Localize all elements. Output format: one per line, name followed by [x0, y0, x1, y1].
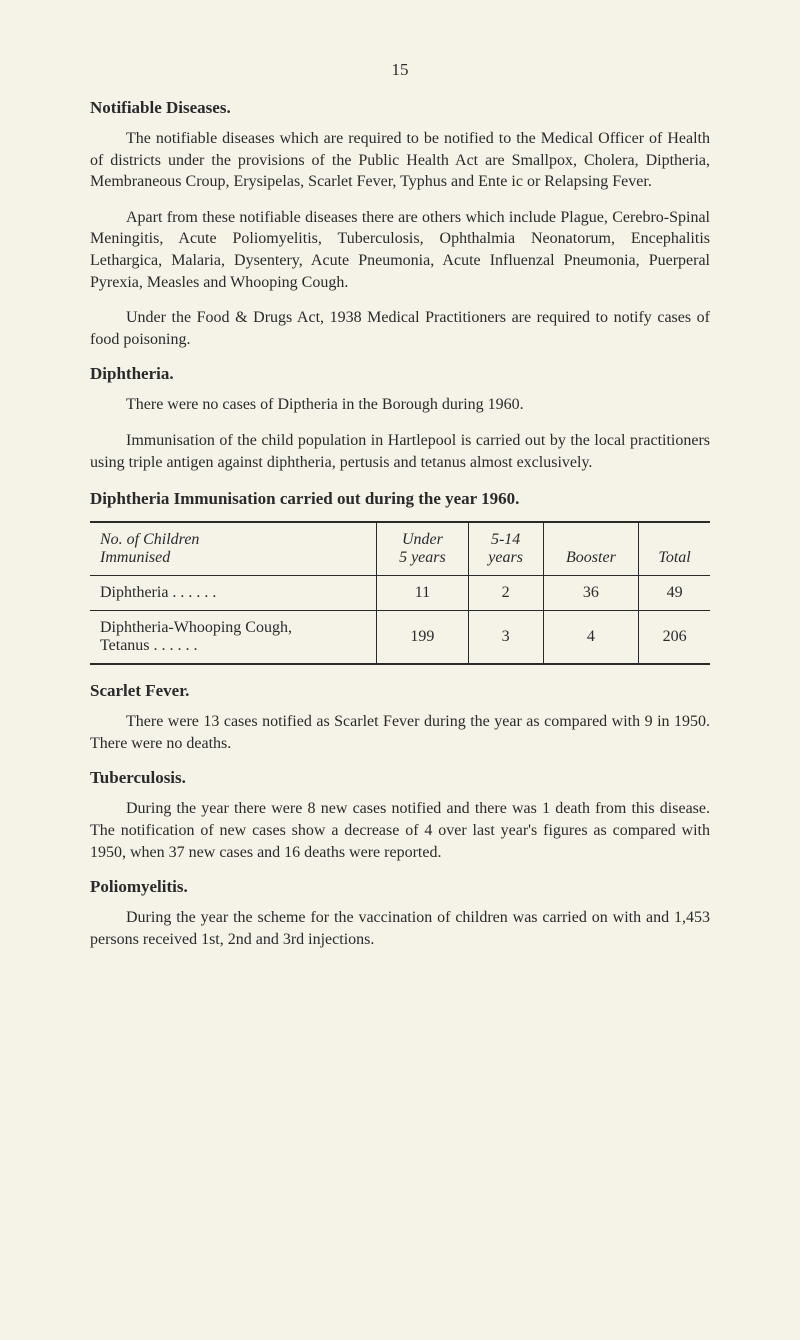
paragraph: There were no cases of Diptheria in the …: [90, 394, 710, 416]
page-number: 15: [90, 60, 710, 80]
header-text: years: [488, 549, 523, 566]
table-cell: 3: [468, 611, 543, 665]
document-page: 15 Notifiable Diseases. The notifiable d…: [0, 0, 800, 1340]
header-text: Immunised: [100, 549, 170, 566]
table-cell: Diphtheria-Whooping Cough, Tetanus . . .…: [90, 611, 377, 665]
header-text: Total: [658, 549, 690, 566]
paragraph: Under the Food & Drugs Act, 1938 Medical…: [90, 307, 710, 350]
heading-notifiable-diseases: Notifiable Diseases.: [90, 98, 710, 118]
header-text: Booster: [566, 549, 616, 566]
table-cell: 206: [639, 611, 710, 665]
table-header-cell: No. of Children Immunised: [90, 522, 377, 576]
table-cell: 2: [468, 576, 543, 611]
paragraph: Apart from these notifiable diseases the…: [90, 207, 710, 293]
heading-poliomyelitis: Poliomyelitis.: [90, 877, 710, 897]
table-header-cell: Total: [639, 522, 710, 576]
paragraph: During the year there were 8 new cases n…: [90, 798, 710, 863]
table-cell: 4: [543, 611, 639, 665]
table-cell: 11: [377, 576, 468, 611]
table-cell: 199: [377, 611, 468, 665]
paragraph: During the year the scheme for the vacci…: [90, 907, 710, 950]
header-text: No. of Children: [100, 531, 199, 548]
table-row: Diphtheria-Whooping Cough, Tetanus . . .…: [90, 611, 710, 665]
paragraph: The notifiable diseases which are requir…: [90, 128, 710, 193]
table-header-cell: 5-14 years: [468, 522, 543, 576]
header-text: Under: [402, 531, 443, 548]
immunisation-table: No. of Children Immunised Under 5 years …: [90, 521, 710, 665]
paragraph: There were 13 cases notified as Scarlet …: [90, 711, 710, 754]
table-cell: 49: [639, 576, 710, 611]
table-caption: Diphtheria Immunisation carried out duri…: [90, 489, 710, 509]
table-header-row: No. of Children Immunised Under 5 years …: [90, 522, 710, 576]
header-text: 5 years: [399, 549, 446, 566]
table-header-cell: Booster: [543, 522, 639, 576]
table-cell: 36: [543, 576, 639, 611]
heading-tuberculosis: Tuberculosis.: [90, 768, 710, 788]
header-text: 5-14: [491, 531, 520, 548]
table-cell: Diphtheria . . . . . .: [90, 576, 377, 611]
heading-scarlet-fever: Scarlet Fever.: [90, 681, 710, 701]
table-header-cell: Under 5 years: [377, 522, 468, 576]
table-row: Diphtheria . . . . . . 11 2 36 49: [90, 576, 710, 611]
heading-diphtheria: Diphtheria.: [90, 364, 710, 384]
paragraph: Immunisation of the child population in …: [90, 430, 710, 473]
